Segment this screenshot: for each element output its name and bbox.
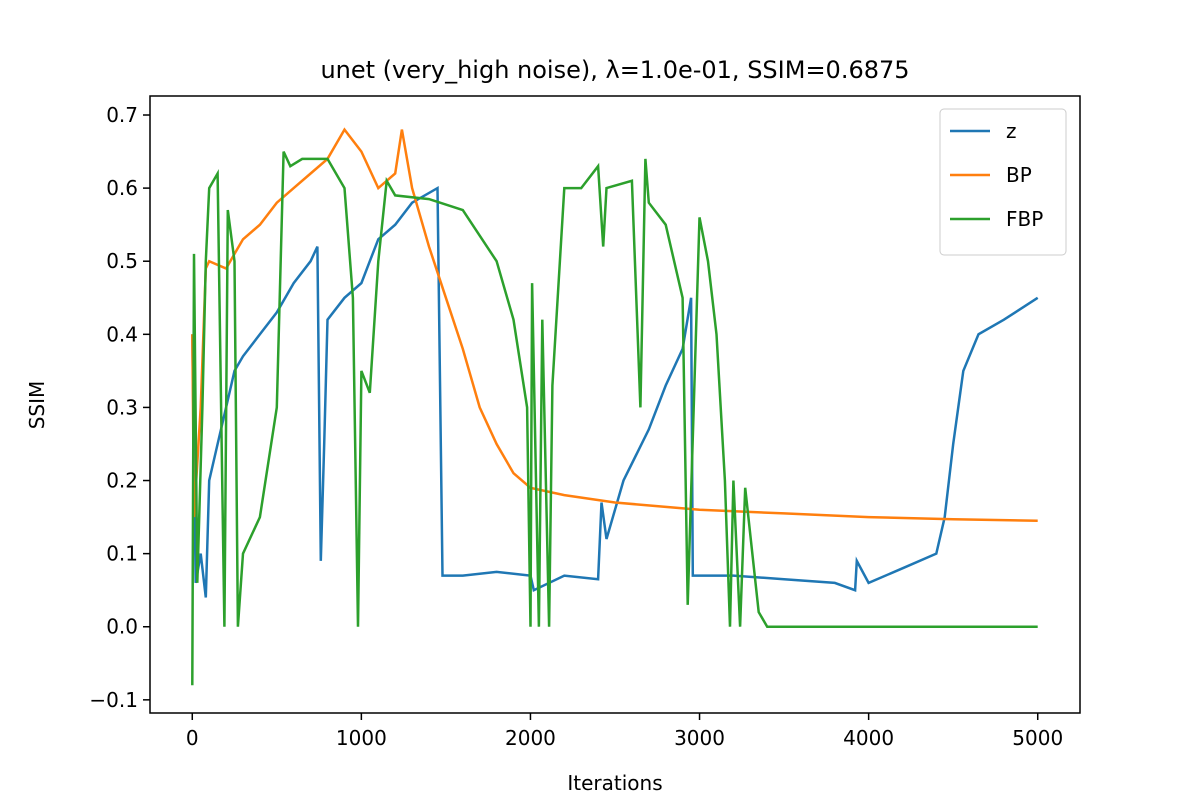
line-series xyxy=(191,127,1038,522)
y-tick-label: −0.1 xyxy=(89,688,138,712)
line-series xyxy=(191,151,1038,686)
x-axis-label: Iterations xyxy=(567,771,662,795)
legend-label: z xyxy=(1006,119,1017,143)
y-tick-label: 0.1 xyxy=(106,542,138,566)
y-tick-label: 0.7 xyxy=(106,103,138,127)
y-tick-label: 0.3 xyxy=(106,395,138,419)
x-tick-label: 0 xyxy=(186,726,199,750)
x-tick-label: 5000 xyxy=(1012,726,1063,750)
chart-title: unet (very_high noise), λ=1.0e-01, SSIM=… xyxy=(320,56,909,84)
x-tick-label: 1000 xyxy=(336,726,387,750)
y-tick-label: 0.0 xyxy=(106,615,138,639)
plot-frame xyxy=(149,95,1081,714)
y-tick-label: 0.2 xyxy=(106,469,138,493)
x-tick-label: 3000 xyxy=(674,726,725,750)
y-tick-label: 0.6 xyxy=(106,176,138,200)
x-tick-label: 4000 xyxy=(843,726,894,750)
legend-label: BP xyxy=(1006,163,1032,187)
line-series xyxy=(191,185,1039,598)
x-tick-label: 2000 xyxy=(505,726,556,750)
y-tick-label: 0.5 xyxy=(106,249,138,273)
legend-label: FBP xyxy=(1006,207,1043,231)
y-axis-label: SSIM xyxy=(25,381,49,430)
y-tick-label: 0.4 xyxy=(106,322,138,346)
